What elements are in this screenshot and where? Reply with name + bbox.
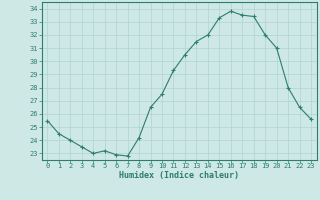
X-axis label: Humidex (Indice chaleur): Humidex (Indice chaleur) <box>119 171 239 180</box>
